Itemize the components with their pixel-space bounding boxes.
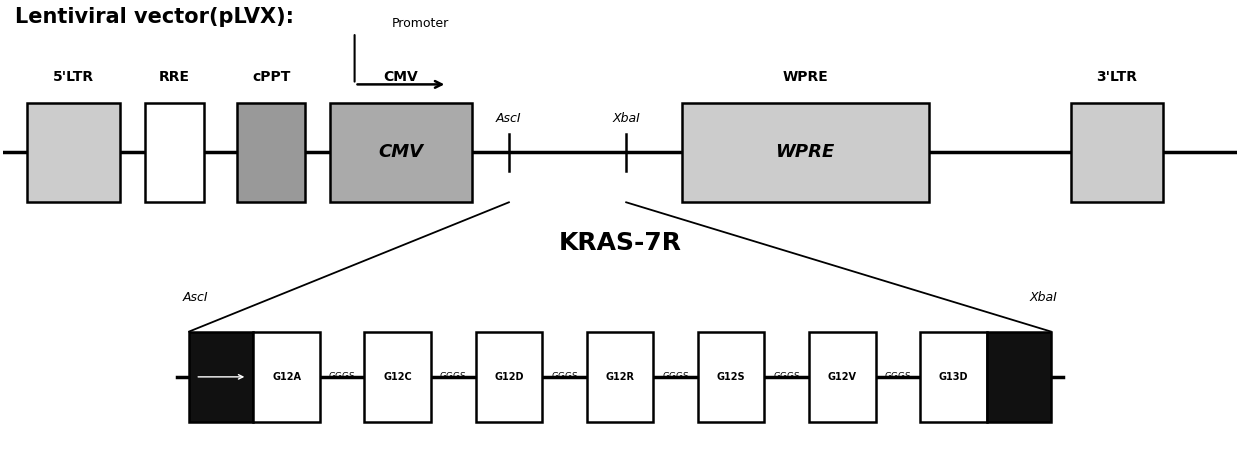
Text: G12A: G12A	[273, 372, 301, 382]
Text: G12C: G12C	[383, 372, 412, 382]
Text: CMV: CMV	[378, 143, 423, 162]
Text: RRE: RRE	[159, 70, 190, 84]
Text: 3'LTR: 3'LTR	[1096, 70, 1137, 84]
Bar	[808, 331, 875, 422]
Text: GGGS: GGGS	[662, 372, 689, 381]
Bar	[698, 331, 764, 422]
Bar	[920, 331, 987, 422]
Text: GGGS: GGGS	[884, 372, 911, 381]
Text: WPRE: WPRE	[775, 143, 835, 162]
Text: CMV: CMV	[383, 70, 418, 84]
Text: G12V: G12V	[828, 372, 857, 382]
Text: cPPT: cPPT	[252, 70, 290, 84]
Bar	[987, 331, 1050, 422]
Text: GGGS: GGGS	[440, 372, 466, 381]
Text: GGGS: GGGS	[551, 372, 578, 381]
Text: Promoter: Promoter	[392, 17, 449, 30]
Text: AscI: AscI	[496, 112, 522, 125]
Text: GGGS: GGGS	[329, 372, 356, 381]
Bar	[330, 102, 472, 202]
Bar	[365, 331, 432, 422]
Text: KRAS-7R: KRAS-7R	[558, 231, 682, 255]
Text: XbaI: XbaI	[613, 112, 640, 125]
Bar	[682, 102, 929, 202]
Bar	[237, 102, 305, 202]
Text: XbaI: XbaI	[1029, 291, 1056, 304]
Text: 5'LTR: 5'LTR	[53, 70, 94, 84]
Text: G12R: G12R	[605, 372, 635, 382]
Bar	[253, 331, 320, 422]
Bar	[190, 331, 253, 422]
Bar	[27, 102, 120, 202]
Text: G13D: G13D	[939, 372, 968, 382]
Text: GGGS: GGGS	[774, 372, 800, 381]
Text: Lentiviral vector(pLVX):: Lentiviral vector(pLVX):	[15, 7, 294, 28]
Bar	[1070, 102, 1163, 202]
Text: G12D: G12D	[495, 372, 523, 382]
Text: G12S: G12S	[717, 372, 745, 382]
Text: WPRE: WPRE	[782, 70, 828, 84]
Bar	[587, 331, 653, 422]
Bar	[476, 331, 542, 422]
Bar	[145, 102, 205, 202]
Text: AscI: AscI	[184, 291, 208, 304]
